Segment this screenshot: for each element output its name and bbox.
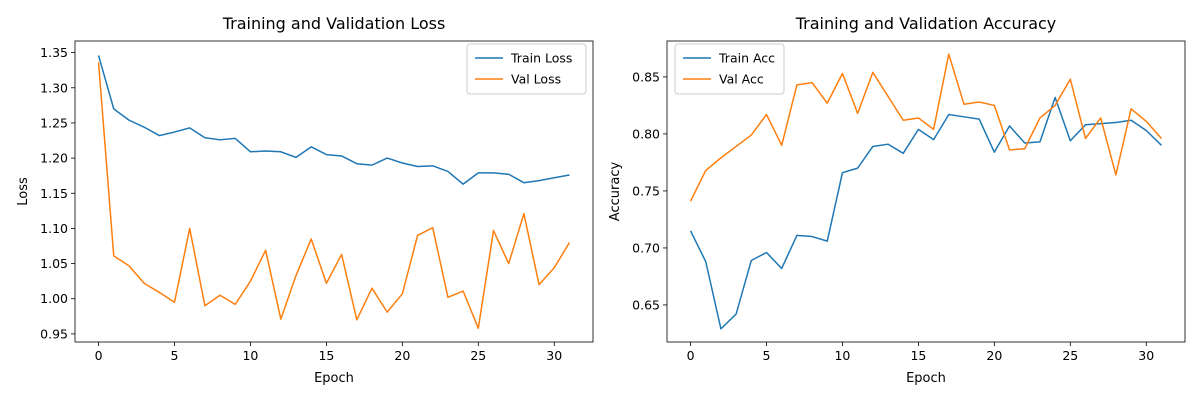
axes-frame: [666, 40, 1186, 343]
legend-box: [466, 43, 587, 95]
legend: Train Loss Val Loss: [466, 43, 587, 95]
x-tick-label: 25: [1062, 348, 1078, 363]
series-line-val-acc: [689, 53, 1163, 202]
loss-chart: 0 5 10 15 20 25 30 0.95 1.00 1.05 1.10 1.15 1.20 1.25…: [16, 14, 594, 386]
y-tick-label: 1.00: [40, 291, 68, 306]
chart-title: Training and Validation Loss: [222, 14, 446, 33]
legend: Train Acc Val Acc: [674, 43, 785, 95]
x-axis-label: Epoch: [906, 371, 946, 386]
series-line-train-loss: [97, 55, 570, 185]
legend-label: Val Loss: [511, 72, 561, 87]
y-tick-label: 0.95: [40, 326, 68, 341]
y-tick-label: 0.70: [632, 240, 660, 255]
series-line-val-loss: [97, 62, 571, 330]
legend-box: [674, 43, 785, 95]
legend-label: Val Acc: [719, 72, 764, 87]
x-tick-label: 15: [910, 348, 926, 363]
x-tick-label: 10: [242, 348, 258, 363]
y-tick-label: 1.05: [40, 256, 68, 271]
x-tick-label: 30: [1138, 348, 1154, 363]
x-tick-label: 0: [95, 348, 103, 363]
x-tick-label: 25: [470, 348, 486, 363]
chart-title: Training and Validation Accuracy: [795, 14, 1057, 33]
y-tick-label: 0.75: [632, 183, 660, 198]
y-axis-label: Loss: [16, 177, 31, 206]
y-tick-label: 0.65: [632, 297, 660, 312]
y-tick-label: 1.30: [40, 80, 68, 95]
y-axis-label: Accuracy: [608, 162, 623, 222]
y-tick-label: 1.10: [40, 221, 68, 236]
legend-label: Train Acc: [718, 51, 775, 66]
x-tick-label: 0: [687, 348, 695, 363]
legend-label: Train Loss: [510, 51, 572, 66]
x-tick-label: 15: [318, 348, 334, 363]
y-tick-label: 1.25: [40, 115, 68, 130]
x-tick-label: 20: [986, 348, 1002, 363]
x-axis-label: Epoch: [314, 371, 354, 386]
axes-frame: [74, 40, 594, 343]
y-tick-label: 1.35: [40, 45, 68, 60]
y-tick-label: 0.85: [632, 69, 660, 84]
y-tick-label: 1.20: [40, 151, 68, 166]
y-tick-label: 0.80: [632, 126, 660, 141]
accuracy-chart: 0 5 10 15 20 25 30 0.65 0.70 0.75 0.80 0.85 Training…: [608, 14, 1186, 386]
y-tick-label: 1.15: [40, 186, 68, 201]
x-tick-label: 5: [171, 348, 179, 363]
x-tick-label: 5: [763, 348, 771, 363]
x-tick-label: 20: [394, 348, 410, 363]
x-tick-label: 30: [546, 348, 562, 363]
x-tick-label: 10: [834, 348, 850, 363]
